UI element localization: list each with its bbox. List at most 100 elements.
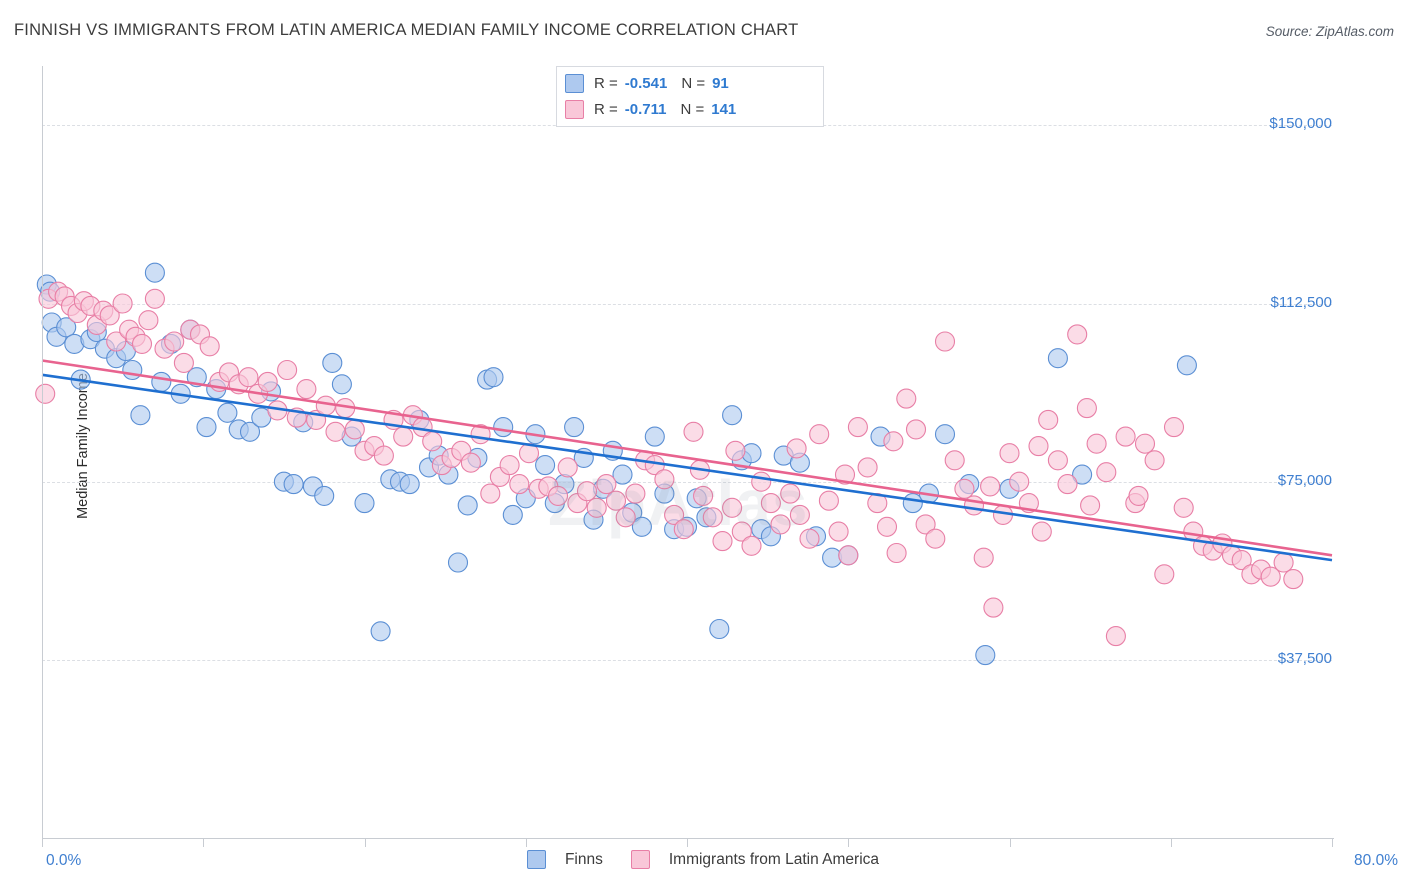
data-point xyxy=(373,445,394,466)
data-point xyxy=(257,371,278,392)
data-point xyxy=(915,514,936,535)
x-tick xyxy=(1009,838,1011,847)
y-tick-label: $150,000 xyxy=(1269,115,1332,133)
data-point xyxy=(954,478,975,499)
y-axis-line xyxy=(42,66,43,838)
data-point xyxy=(1176,355,1197,376)
data-point xyxy=(1231,550,1252,571)
data-point xyxy=(631,516,652,537)
data-point xyxy=(751,471,772,492)
data-point xyxy=(35,383,56,404)
data-point xyxy=(1067,324,1088,345)
data-point xyxy=(576,481,598,502)
page-title: FINNISH VS IMMIGRANTS FROM LATIN AMERICA… xyxy=(14,21,799,39)
legend-item-finns[interactable]: Finns xyxy=(526,850,603,869)
legend-label: Immigrants from Latin America xyxy=(668,850,880,868)
data-point xyxy=(664,504,685,525)
data-point xyxy=(314,485,335,506)
data-point xyxy=(199,336,220,357)
data-point xyxy=(770,514,791,535)
x-axis-min-label: 0.0% xyxy=(46,852,82,869)
y-tick-label: $112,500 xyxy=(1270,293,1332,311)
data-point xyxy=(196,417,217,438)
x-tick xyxy=(42,838,43,847)
data-point xyxy=(973,547,994,568)
data-point xyxy=(975,645,996,666)
data-point xyxy=(722,405,743,426)
data-point xyxy=(112,293,133,314)
data-point xyxy=(283,474,304,495)
data-point xyxy=(725,440,746,461)
data-point xyxy=(331,374,352,395)
data-point xyxy=(1047,348,1068,369)
data-point xyxy=(780,483,801,504)
data-point xyxy=(483,367,504,388)
scatter-layer xyxy=(35,262,1333,666)
data-point xyxy=(1154,564,1175,585)
r-value: -0.711 xyxy=(624,101,667,118)
n-value: 91 xyxy=(712,75,729,92)
chart-legend: Finns Immigrants from Latin America xyxy=(0,850,1406,869)
x-tick xyxy=(1170,838,1172,847)
data-point xyxy=(1173,497,1194,518)
data-point xyxy=(370,621,391,642)
data-point xyxy=(239,421,261,442)
x-axis-line xyxy=(42,838,1334,839)
data-point xyxy=(1076,398,1097,419)
legend-item-latin-america[interactable]: Immigrants from Latin America xyxy=(630,850,880,869)
data-point xyxy=(925,528,946,549)
data-point xyxy=(509,474,530,495)
grid-line xyxy=(42,481,1332,483)
data-point xyxy=(596,474,617,495)
series-immigrants-from-latin-america xyxy=(35,281,1304,647)
data-point xyxy=(56,317,77,338)
data-point xyxy=(625,483,646,504)
data-point xyxy=(857,457,878,478)
data-point xyxy=(828,521,849,542)
data-point xyxy=(131,333,153,354)
data-point xyxy=(138,310,159,331)
data-point xyxy=(731,521,752,542)
data-point xyxy=(586,497,607,518)
x-tick xyxy=(525,838,527,847)
x-tick xyxy=(364,838,366,847)
data-point xyxy=(173,352,194,373)
data-point xyxy=(106,331,127,352)
data-point xyxy=(934,331,956,352)
data-point xyxy=(1134,433,1156,454)
plot-area: $150,000 $112,500 $75,000 $37,500 ZipAtlas xyxy=(35,66,1333,838)
data-point xyxy=(1144,450,1165,471)
data-point xyxy=(1047,450,1068,471)
data-point xyxy=(883,431,904,452)
source-attribution: Source: ZipAtlas.com xyxy=(1265,24,1394,39)
data-point xyxy=(217,402,238,423)
correlation-stats-box: R = -0.541 N = 91 R = -0.711 N = 141 xyxy=(556,66,824,127)
data-point xyxy=(896,388,917,409)
x-tick xyxy=(1332,838,1333,847)
data-point xyxy=(1080,495,1101,516)
data-point xyxy=(535,455,556,476)
legend-label: Finns xyxy=(564,850,603,868)
n-value: 141 xyxy=(711,101,737,118)
data-point xyxy=(422,431,443,452)
data-point xyxy=(315,395,336,416)
data-point xyxy=(122,359,143,381)
data-point xyxy=(547,485,569,506)
data-point xyxy=(460,452,481,473)
data-point xyxy=(693,485,714,506)
grid-line xyxy=(42,659,1332,661)
r-value: -0.541 xyxy=(624,75,668,92)
square-swatch-icon xyxy=(565,74,584,93)
square-swatch-icon xyxy=(565,100,584,119)
data-point xyxy=(564,417,585,438)
data-point xyxy=(702,507,723,528)
data-point xyxy=(1072,464,1093,485)
data-point xyxy=(164,331,185,352)
data-point xyxy=(980,476,1001,497)
r-label: R = xyxy=(594,101,618,118)
stats-row-latin-america: R = -0.711 N = 141 xyxy=(565,97,736,122)
data-point xyxy=(673,519,694,540)
data-point xyxy=(1096,462,1117,483)
data-point xyxy=(615,507,636,528)
